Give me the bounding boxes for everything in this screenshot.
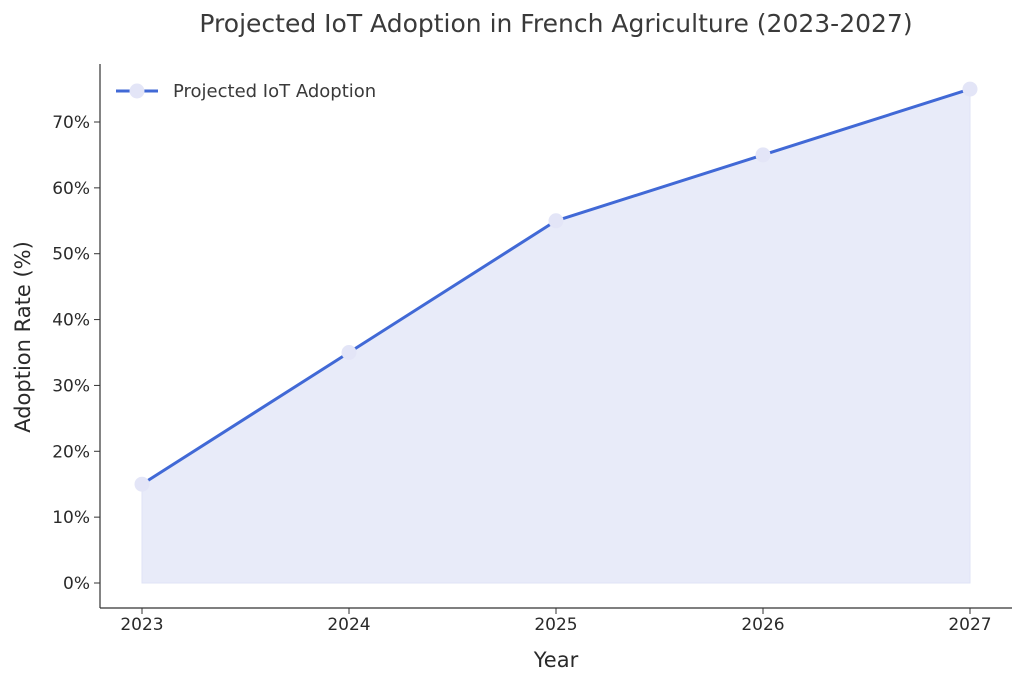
x-tick-label: 2026 bbox=[741, 615, 784, 635]
y-tick-label: 50% bbox=[52, 245, 90, 265]
x-tick-label: 2023 bbox=[120, 615, 163, 635]
series-area-fill bbox=[141, 88, 971, 584]
y-tick-label: 10% bbox=[52, 508, 90, 528]
axes: 0% 10% 20% 30% 40% 50% 60% 70% 2023 2024 2025 2026 2… bbox=[52, 64, 1012, 635]
y-axis-label: Adoption Rate (%) bbox=[11, 241, 35, 433]
y-tick-label: 30% bbox=[52, 376, 90, 396]
x-tick-label: 2027 bbox=[948, 615, 991, 635]
chart-title: Projected IoT Adoption in French Agricul… bbox=[199, 9, 912, 38]
x-tick-label: 2025 bbox=[534, 615, 577, 635]
y-tick-label: 40% bbox=[52, 311, 90, 331]
plot-area bbox=[134, 81, 978, 584]
data-point-2027 bbox=[962, 81, 978, 97]
data-point-2024 bbox=[341, 345, 357, 360]
x-tick-label: 2024 bbox=[327, 615, 370, 635]
y-tick-label: 20% bbox=[52, 442, 90, 462]
y-tick-label: 60% bbox=[52, 179, 90, 199]
legend: Projected IoT Adoption bbox=[116, 81, 376, 102]
legend-marker-sample bbox=[129, 83, 145, 99]
y-tick-label: 0% bbox=[63, 574, 90, 594]
legend-label: Projected IoT Adoption bbox=[173, 81, 376, 102]
y-tick-label: 70% bbox=[52, 113, 90, 133]
x-axis-label: Year bbox=[533, 648, 579, 672]
data-point-2023 bbox=[134, 476, 150, 492]
data-point-2025 bbox=[548, 213, 564, 229]
data-point-2026 bbox=[755, 147, 771, 163]
